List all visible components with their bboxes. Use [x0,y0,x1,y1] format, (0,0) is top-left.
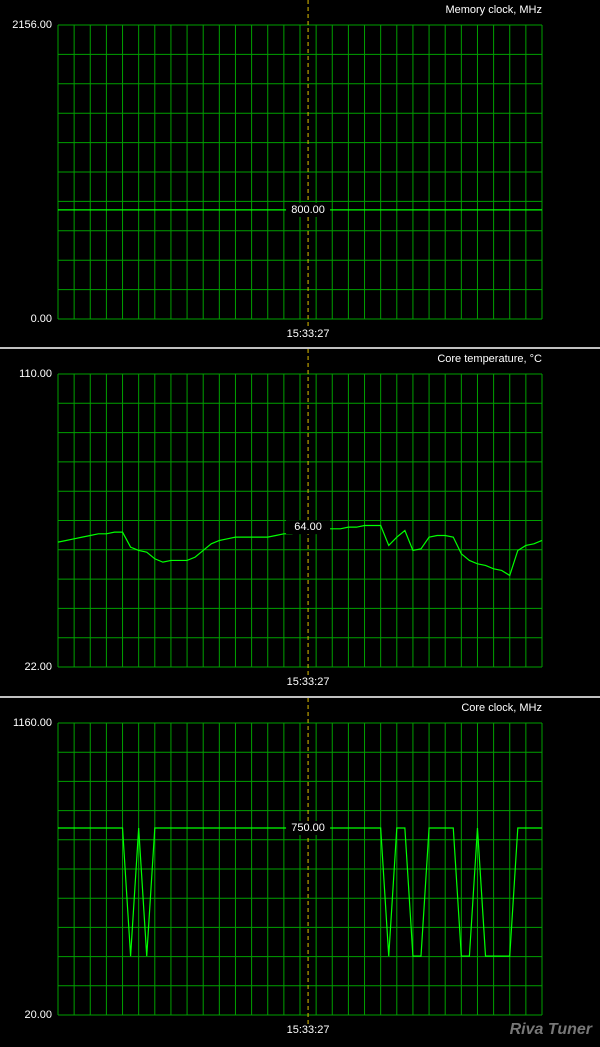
y-tick-label: 0.00 [31,313,52,325]
chart-title: Core clock, MHz [461,702,542,714]
value-label-bg [286,821,331,836]
y-tick-label: 22.00 [24,661,52,673]
separator [0,347,600,349]
y-tick-label: 2156.00 [12,19,52,31]
x-tick-label: 15:33:27 [287,676,330,688]
chart-title: Memory clock, MHz [445,4,542,16]
y-tick-label: 1160.00 [13,717,52,729]
value-label: 800.00 [291,204,325,216]
value-label: 64.00 [294,521,322,533]
x-tick-label: 15:33:27 [287,1024,330,1036]
value-label-bg [286,202,331,217]
separator [0,696,600,698]
x-tick-label: 15:33:27 [287,328,330,340]
y-tick-label: 20.00 [24,1009,52,1021]
value-label: 750.00 [291,822,325,834]
chart-title: Core temperature, °C [437,353,542,365]
value-label-bg [286,520,331,535]
logo: Riva Tuner [510,1021,593,1038]
y-tick-label: 110.00 [19,368,52,380]
